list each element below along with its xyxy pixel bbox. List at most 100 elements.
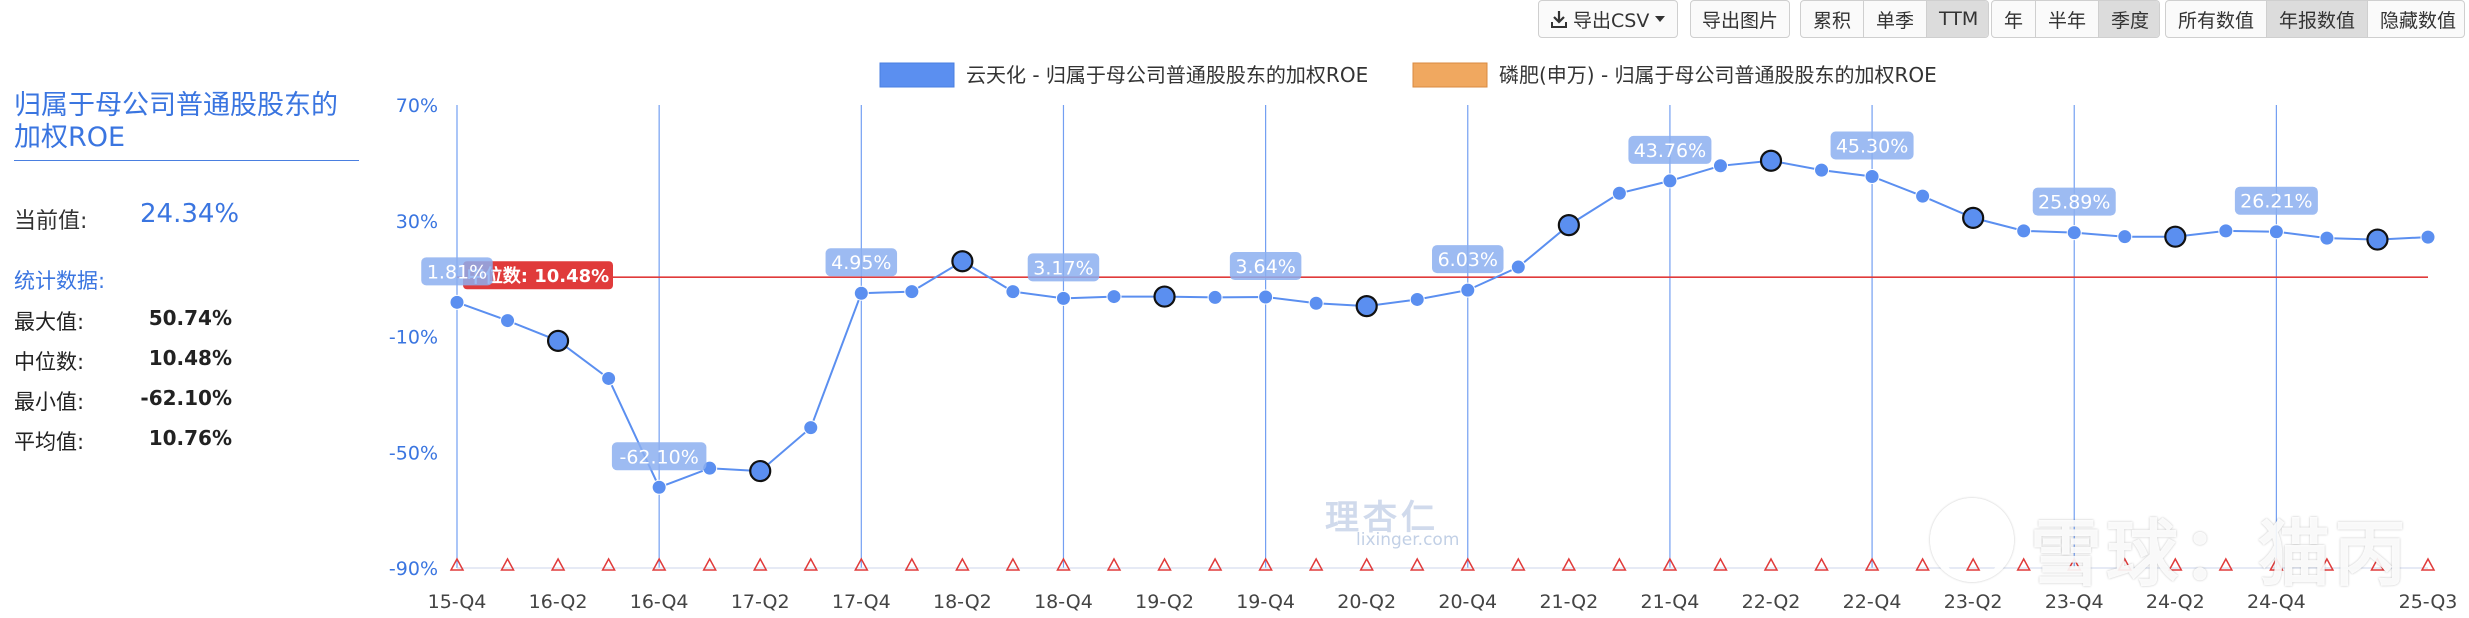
hide-values-button[interactable]: 隐藏数值	[2380, 9, 2457, 32]
series1-point	[2117, 229, 2133, 245]
xueqiu-logo-icon	[1930, 498, 2014, 582]
series1-point	[1005, 284, 1021, 300]
series1-point	[1055, 290, 1071, 306]
mode-single-quarter-button[interactable]: 单季	[1864, 1, 1928, 37]
x-tick-label: 18-Q4	[1034, 591, 1093, 613]
series1-point	[449, 294, 465, 310]
series2-point	[1915, 557, 1930, 571]
series1-point	[2420, 229, 2436, 245]
series2-point	[1359, 557, 1374, 571]
series1-point	[2016, 223, 2032, 239]
series2-point	[1157, 557, 1172, 571]
x-tick-label: 22-Q2	[1742, 591, 1801, 613]
period-group: 年 半年 季度	[1991, 0, 2160, 38]
series1-path	[456, 159, 2429, 489]
series1-point	[1106, 289, 1122, 305]
series1-point	[601, 370, 617, 386]
data-label-bg	[421, 257, 493, 286]
series2-point	[2218, 557, 2234, 571]
lixinger-watermark-url: lixinger.com	[1356, 530, 1460, 550]
series2-point	[904, 557, 920, 571]
series1-point	[500, 313, 516, 329]
series2-point	[1561, 557, 1577, 571]
x-tick-label: 16-Q4	[630, 591, 689, 613]
data-label: 4.95%	[831, 252, 891, 274]
xueqiu-watermark: 雪球：猫丙	[2030, 512, 2411, 596]
x-tick-label: 24-Q4	[2247, 591, 2306, 613]
data-label: -62.10%	[619, 446, 698, 468]
series2-point	[1460, 557, 1476, 571]
series1-point	[1258, 289, 1274, 305]
x-tick-label: 24-Q2	[2146, 591, 2205, 613]
data-label: 3.17%	[1033, 257, 1093, 279]
data-label-bg	[1027, 253, 1100, 282]
series1-point-highlighted	[2164, 225, 2187, 248]
series1-point	[1409, 291, 1425, 307]
stat-median-label: 中位数:	[14, 350, 85, 374]
series2-point	[1056, 557, 1071, 571]
legend[interactable]: 云天化 - 归属于母公司普通股股东的加权ROE 磷肥(申万) - 归属于母公司普通…	[879, 62, 1937, 88]
series2-point	[1662, 557, 1678, 571]
series1-point	[1662, 173, 1678, 189]
legend-label-series2: 磷肥(申万) - 归属于母公司普通股股东的加权ROE	[1499, 63, 1937, 87]
series2-point	[1511, 557, 1526, 571]
y-axis: 70% 30% -10% -50% -90%	[389, 95, 438, 580]
series1-point	[1864, 168, 1880, 184]
stat-median-value: 10.48%	[148, 346, 232, 370]
data-label-bg	[2234, 186, 2318, 215]
mode-group: 累积 单季 TTM	[1800, 0, 1989, 38]
series2-markers	[449, 557, 2436, 571]
data-label: 1.81%	[427, 261, 487, 283]
data-label-bg	[2032, 187, 2116, 216]
download-icon	[1551, 10, 1567, 28]
annual-values-button[interactable]: 年报数值	[2267, 1, 2369, 37]
series1-point-highlighted	[546, 329, 570, 352]
stat-mean-label: 平均值:	[14, 430, 85, 454]
period-year-button[interactable]: 年	[1992, 1, 2037, 37]
series1-point-highlighted	[1557, 213, 1580, 237]
stat-mean-value: 10.76%	[148, 426, 232, 450]
series2-point	[1864, 557, 1880, 571]
current-value: 24.34%	[140, 199, 240, 229]
x-tick-label: 22-Q4	[1843, 591, 1902, 613]
mode-cumulative-button[interactable]: 累积	[1801, 1, 1865, 37]
series1-point-highlighted	[1759, 149, 1783, 172]
export-csv-button[interactable]: 导出CSV	[1539, 1, 1677, 37]
stat-min-label: 最小值:	[14, 390, 85, 414]
data-label: 43.76%	[1634, 140, 1706, 162]
series1-point	[2319, 230, 2335, 246]
legend-label-series1: 云天化 - 归属于母公司普通股股东的加权ROE	[966, 63, 1368, 87]
series1-point-highlighted	[951, 250, 974, 273]
period-quarter-button[interactable]: 季度	[2099, 1, 2159, 37]
data-label: 26.21%	[2240, 191, 2312, 213]
all-values-button[interactable]: 所有数值	[2166, 1, 2268, 37]
x-tick-label: 21-Q4	[1641, 591, 1700, 613]
export-csv-label: 导出CSV	[1573, 9, 1650, 32]
period-half-year-button[interactable]: 半年	[2036, 1, 2100, 37]
series1-point-highlighted	[2366, 228, 2389, 251]
mode-ttm-button[interactable]: TTM	[1927, 1, 1988, 37]
series2-point	[1005, 557, 1021, 571]
export-image-group: 导出图片	[1690, 0, 1790, 38]
series1-point	[853, 285, 869, 301]
series2-point	[854, 557, 869, 571]
series1-point	[2066, 225, 2082, 241]
series2-point	[702, 557, 717, 571]
series1-point-highlighted	[749, 459, 772, 483]
series2-point	[2066, 557, 2082, 571]
data-label: 3.64%	[1235, 256, 1295, 278]
median-line-group: 中位数: 10.48%	[457, 261, 2428, 290]
x-tick-label: 19-Q2	[1135, 591, 1194, 613]
series2-point	[1308, 557, 1324, 571]
x-tick-label: 23-Q4	[2045, 591, 2104, 613]
series2-point	[2117, 557, 2133, 571]
x-tick-label: 25-Q3	[2399, 591, 2458, 613]
series2-point	[2168, 557, 2183, 571]
export-image-button[interactable]: 导出图片	[1702, 9, 1779, 32]
series2-point	[601, 557, 616, 571]
x-tick-label: 23-Q2	[1944, 591, 2003, 613]
series2-point	[1612, 557, 1627, 571]
data-label-bg	[1830, 131, 1914, 160]
x-tick-label: 20-Q2	[1337, 591, 1396, 613]
y-tick-label: -10%	[389, 327, 438, 349]
